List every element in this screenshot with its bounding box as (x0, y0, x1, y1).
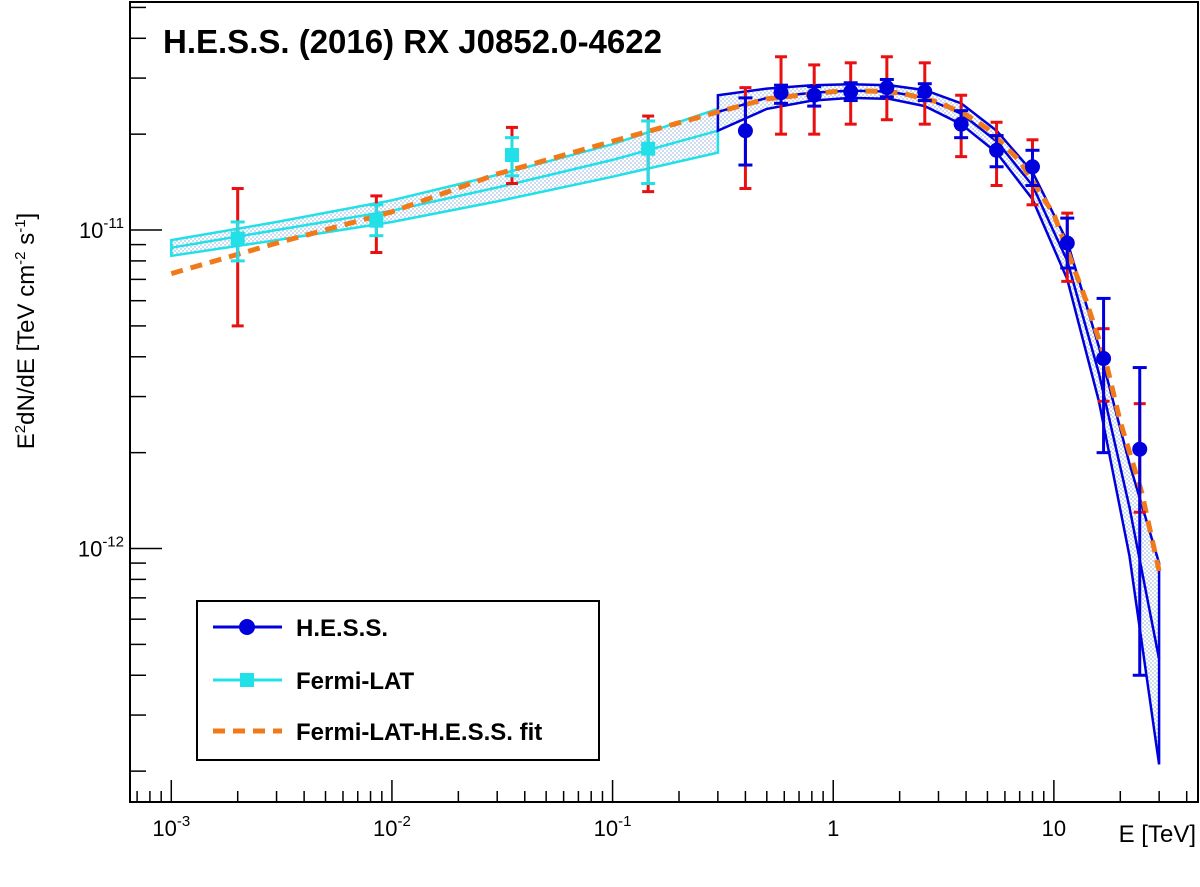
x-axis-label: E [TeV] (1119, 821, 1196, 848)
data-point-hess (989, 142, 1005, 158)
data-point-hess (843, 84, 859, 100)
data-point-hess (1096, 351, 1112, 367)
legend-fermi-marker (240, 673, 254, 687)
y-tick-label: 10-11 (79, 215, 124, 243)
x-tick-label: 10-1 (594, 813, 632, 841)
legend-fit-label: Fermi-LAT-H.E.S.S. fit (296, 719, 542, 746)
x-tick-label: 1 (827, 816, 839, 841)
data-point-hess (1132, 441, 1148, 457)
data-point-fermi (369, 213, 384, 228)
band-center-0 (171, 129, 719, 249)
data-point-hess (773, 85, 789, 101)
y-tick-label: 10-12 (78, 534, 124, 562)
data-point-hess (1024, 159, 1040, 175)
data-point-hess (1059, 235, 1075, 251)
fit-curve (170, 88, 1162, 572)
data-point-fermi (230, 231, 245, 246)
legend-entry-fermi: Fermi-LAT (213, 668, 415, 695)
legend-entry-fit: Fermi-LAT-H.E.S.S. fit (213, 719, 542, 746)
plot-frame (129, 1, 1199, 803)
chart-title: H.E.S.S. (2016) RX J0852.0-4622 (163, 23, 662, 60)
y-axis-label: E2dN/dE [TeV cm-2 s-1] (12, 213, 40, 449)
data-point-fermi (641, 141, 656, 156)
data-point-hess (953, 116, 969, 132)
fit-curve-layer (170, 88, 1162, 572)
data-point-hess (806, 87, 822, 103)
data-point-hess (917, 84, 933, 100)
legend-hess-label: H.E.S.S. (296, 615, 388, 642)
data-point-fermi (504, 148, 519, 163)
band-0 (170, 107, 720, 258)
data-point-hess (737, 123, 753, 139)
x-tick-label: 10 (1042, 816, 1066, 841)
band-1 (716, 82, 1161, 765)
legend-entry-hess: H.E.S.S. (213, 615, 388, 642)
markers-layer (230, 80, 1148, 457)
legend: H.E.S.S. Fermi-LAT Fermi-LAT-H.E.S.S. fi… (196, 600, 600, 761)
data-point-hess (879, 80, 895, 96)
x-tick-label: 10-2 (373, 813, 411, 841)
legend-hess-marker (239, 619, 255, 635)
legend-fermi-label: Fermi-LAT (296, 668, 415, 695)
axis-ticks (130, 6, 1188, 802)
x-tick-label: 10-3 (152, 813, 190, 841)
